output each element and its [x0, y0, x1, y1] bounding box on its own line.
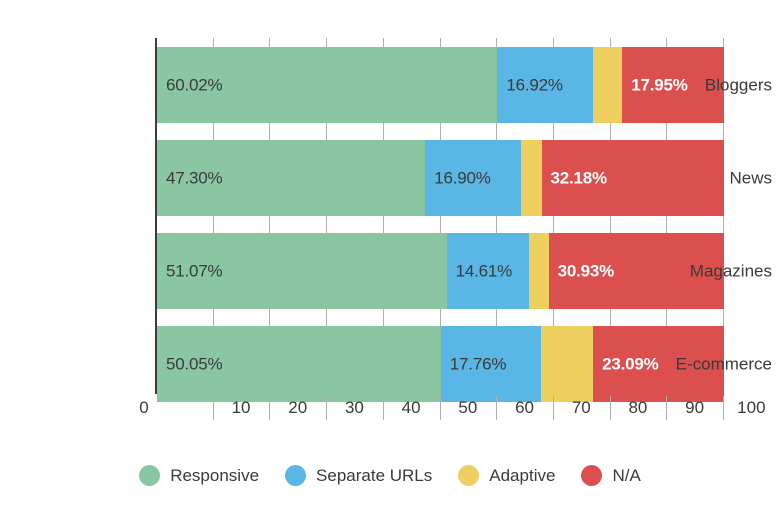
- bar-segment-value: 47.30%: [166, 168, 223, 188]
- x-axis-tick: [212, 396, 214, 420]
- bar-segment-value: 30.93%: [557, 261, 615, 281]
- bar-segment-value: 17.95%: [631, 75, 688, 95]
- legend-swatch-icon: [581, 464, 603, 486]
- x-axis-tick-label: 50: [458, 398, 478, 417]
- bar-segment-adaptive[interactable]: [541, 326, 594, 402]
- bar-row[interactable]: 60.02% 16.92% 17.95%: [157, 47, 724, 123]
- x-axis-tick-label: 60: [515, 398, 535, 417]
- gridline: [269, 38, 271, 394]
- x-axis-tick: [609, 396, 611, 420]
- x-axis-labels: 0 10 20 30 40 50 60 70 80 90 100: [0, 396, 780, 424]
- bar-segment-n-a[interactable]: 32.18%: [541, 140, 724, 216]
- gridline: [382, 38, 384, 394]
- category-label-magazines: Magazines: [689, 261, 772, 281]
- legend-item-n-a[interactable]: N/A: [581, 464, 641, 486]
- legend-label: Adaptive: [489, 465, 556, 485]
- bar-segment-responsive[interactable]: 60.02%: [157, 47, 498, 123]
- bar-row[interactable]: 50.05% 17.76% 23.09%: [157, 326, 724, 402]
- bar-segment-separate-urls[interactable]: 17.76%: [440, 326, 542, 402]
- chart-legend: Responsive Separate URLs Adaptive N/A: [0, 458, 780, 492]
- x-axis-tick: [269, 396, 271, 420]
- gridline: [496, 38, 498, 394]
- legend-item-responsive[interactable]: Responsive: [139, 464, 260, 486]
- plot-area: 60.02% 16.92% 17.95% 47.30% 16.90% 32.18% 51.0…: [156, 38, 724, 402]
- bar-segment-value: 32.18%: [550, 168, 608, 188]
- legend-label: Responsive: [170, 465, 260, 485]
- gridline: [326, 38, 328, 394]
- x-axis-tick: [439, 396, 441, 420]
- gridline: [212, 38, 214, 394]
- category-label-e-commerce: E-commerce: [675, 354, 772, 374]
- x-axis-tick-label: 0: [139, 398, 149, 417]
- bar-segment-adaptive[interactable]: [593, 47, 623, 123]
- x-axis-tick-label: 70: [571, 398, 591, 417]
- bar-segment-responsive[interactable]: 50.05%: [157, 326, 441, 402]
- bar-segment-separate-urls[interactable]: 16.90%: [425, 140, 521, 216]
- bar-row[interactable]: 47.30% 16.90% 32.18%: [157, 140, 724, 216]
- bar-row[interactable]: 51.07% 14.61% 30.93%: [157, 233, 724, 309]
- x-axis-tick-label: 90: [685, 398, 705, 417]
- y-axis-line: [155, 38, 157, 394]
- legend-swatch-icon: [285, 464, 307, 486]
- bar-segment-value: 51.07%: [166, 261, 223, 281]
- bar-segment-value: 16.92%: [506, 75, 563, 95]
- x-axis-tick: [723, 396, 724, 420]
- x-axis-tick-label: 80: [628, 398, 648, 417]
- x-axis-tick: [666, 396, 668, 420]
- gridline: [552, 38, 554, 394]
- bar-segment-adaptive[interactable]: [529, 233, 549, 309]
- x-axis-tick-label: 20: [288, 398, 308, 417]
- x-axis-tick-label: 40: [401, 398, 421, 417]
- x-axis-tick-label: 10: [231, 398, 251, 417]
- gridline: [439, 38, 441, 394]
- bar-segment-value: 14.61%: [455, 261, 513, 281]
- legend-swatch-icon: [139, 464, 161, 486]
- x-axis-tick: [552, 396, 554, 420]
- bar-segment-n-a[interactable]: 30.93%: [548, 233, 724, 309]
- x-axis-tick: [326, 396, 328, 420]
- x-axis-tick: [382, 396, 384, 420]
- bar-segment-separate-urls[interactable]: 14.61%: [446, 233, 530, 309]
- bar-segment-value: 50.05%: [166, 354, 223, 374]
- bar-segment-n-a[interactable]: 17.95%: [622, 47, 724, 123]
- legend-label: Separate URLs: [316, 465, 433, 485]
- bar-segment-responsive[interactable]: 47.30%: [157, 140, 426, 216]
- x-axis-tick: [496, 396, 498, 420]
- legend-item-separate-urls[interactable]: Separate URLs: [285, 464, 433, 486]
- bar-segment-value: 17.76%: [449, 354, 507, 374]
- legend-item-adaptive[interactable]: Adaptive: [458, 464, 556, 486]
- bar-segment-responsive[interactable]: 51.07%: [157, 233, 447, 309]
- legend-swatch-icon: [458, 464, 480, 486]
- gridline: [609, 38, 611, 394]
- bar-segment-value: 16.90%: [434, 168, 491, 188]
- gridline: [666, 38, 668, 394]
- bar-segment-value: 23.09%: [602, 354, 659, 374]
- bar-segment-n-a[interactable]: 23.09%: [593, 326, 724, 402]
- gridline: [723, 38, 724, 394]
- x-axis-tick-label: 100: [737, 398, 766, 417]
- category-label-bloggers: Bloggers: [704, 75, 772, 95]
- legend-label: N/A: [612, 465, 641, 485]
- x-axis-tick-label: 30: [344, 398, 364, 417]
- bar-segment-adaptive[interactable]: [521, 140, 542, 216]
- category-label-news: News: [729, 168, 772, 188]
- bar-segment-separate-urls[interactable]: 16.92%: [497, 47, 594, 123]
- bar-segment-value: 60.02%: [166, 75, 223, 95]
